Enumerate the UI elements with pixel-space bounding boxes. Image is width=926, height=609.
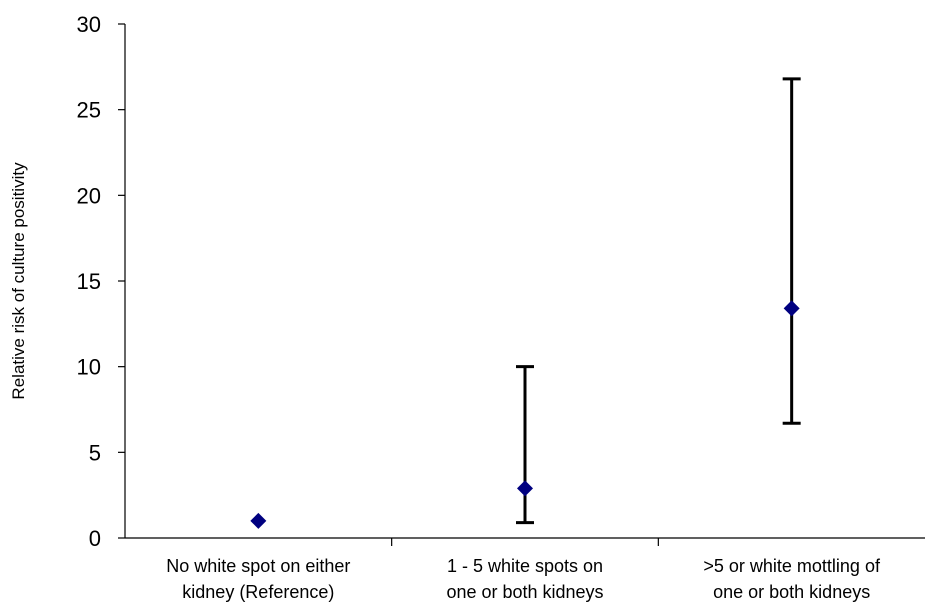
x-category-label: 1 - 5 white spots on one or both kidneys xyxy=(446,556,603,602)
y-tick-label: 15 xyxy=(77,269,101,294)
y-tick-label: 10 xyxy=(77,355,101,380)
data-points xyxy=(250,300,800,529)
y-tick-label: 0 xyxy=(89,526,101,551)
x-categories: No white spot on either kidney (Reference… xyxy=(166,538,881,602)
y-tick-label: 20 xyxy=(77,183,101,208)
y-axis-title: Relative risk of culture positivity xyxy=(9,162,28,400)
x-category-label: >5 or white mottling of one or both kidne… xyxy=(703,556,881,602)
y-tick-label: 30 xyxy=(77,12,101,37)
y-tick-label: 5 xyxy=(89,440,101,465)
data-point-marker xyxy=(783,300,800,317)
y-ticks: 0 5 10 15 20 25 30 xyxy=(77,12,125,551)
data-point-marker xyxy=(517,480,533,497)
x-category-label: No white spot on either kidney (Reference… xyxy=(166,556,350,602)
y-tick-label: 25 xyxy=(77,98,101,123)
error-bars xyxy=(516,77,801,525)
data-point-marker xyxy=(250,512,267,529)
